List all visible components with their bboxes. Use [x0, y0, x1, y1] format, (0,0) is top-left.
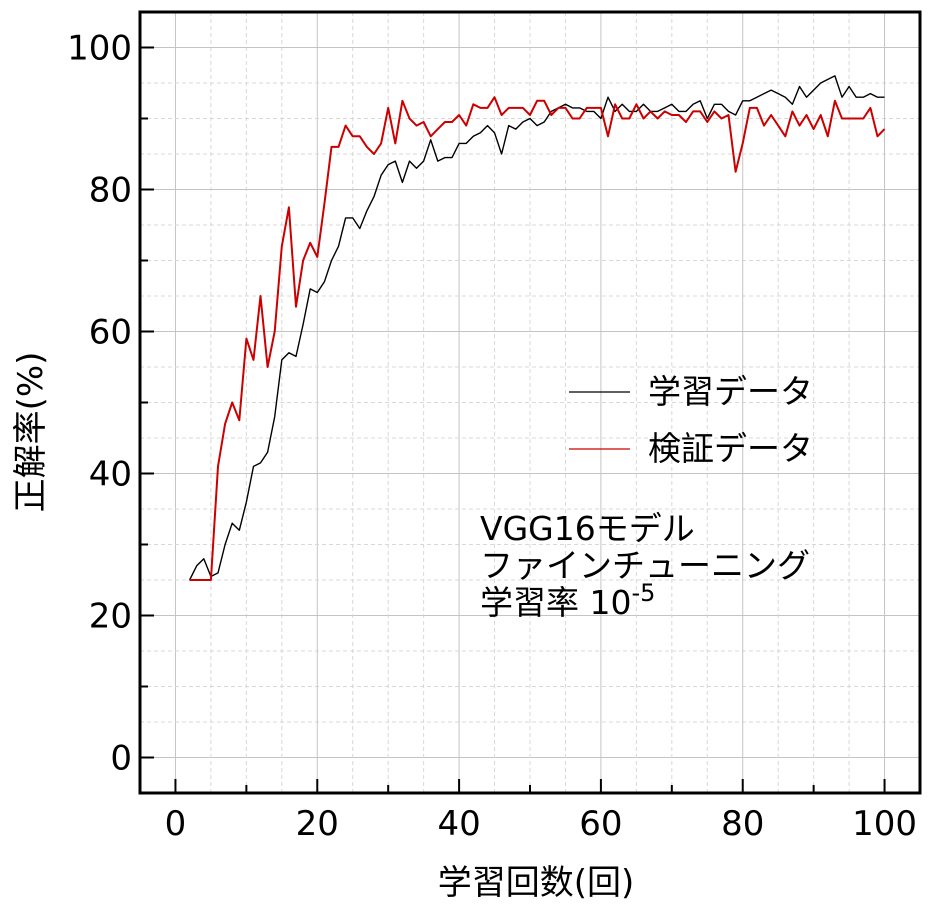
- y-tick-label: 60: [89, 313, 132, 353]
- annotation-line-3: 学習率 10-5: [480, 579, 655, 622]
- y-axis-label: 正解率(%): [11, 352, 51, 513]
- x-tick-label: 0: [165, 804, 187, 844]
- legend-label-train: 学習データ: [648, 372, 813, 411]
- annotation-line-3-text: 学習率 10: [480, 583, 631, 622]
- legend: 学習データ 検証データ: [569, 372, 813, 468]
- x-tick-label: 20: [296, 804, 339, 844]
- x-tick-label: 100: [852, 804, 917, 844]
- annotation-line-2: ファインチューニング: [480, 546, 810, 585]
- series-line-train: [188, 75, 885, 581]
- series-lines: [188, 75, 886, 581]
- annotation-line-3-superscript: -5: [631, 579, 655, 607]
- annotation: VGG16モデル ファインチューニング 学習率 10-5: [480, 509, 810, 622]
- y-tick-label: 80: [89, 171, 132, 211]
- series-line-validation: [189, 96, 886, 581]
- y-tick-label: 100: [67, 29, 132, 69]
- x-axis-label: 学習回数(回): [438, 863, 635, 903]
- y-tick-label: 40: [89, 455, 132, 495]
- x-tick-label: 60: [579, 804, 622, 844]
- y-tick-label: 20: [89, 597, 132, 637]
- legend-label-validation: 検証データ: [648, 429, 813, 468]
- x-tick-label: 40: [437, 804, 480, 844]
- axis-ticks: 0 20 40 60 80 100 0 20 40 60 80 100: [67, 29, 917, 845]
- annotation-line-1: VGG16モデル: [480, 509, 695, 548]
- y-tick-label: 0: [110, 739, 132, 779]
- x-tick-label: 80: [721, 804, 764, 844]
